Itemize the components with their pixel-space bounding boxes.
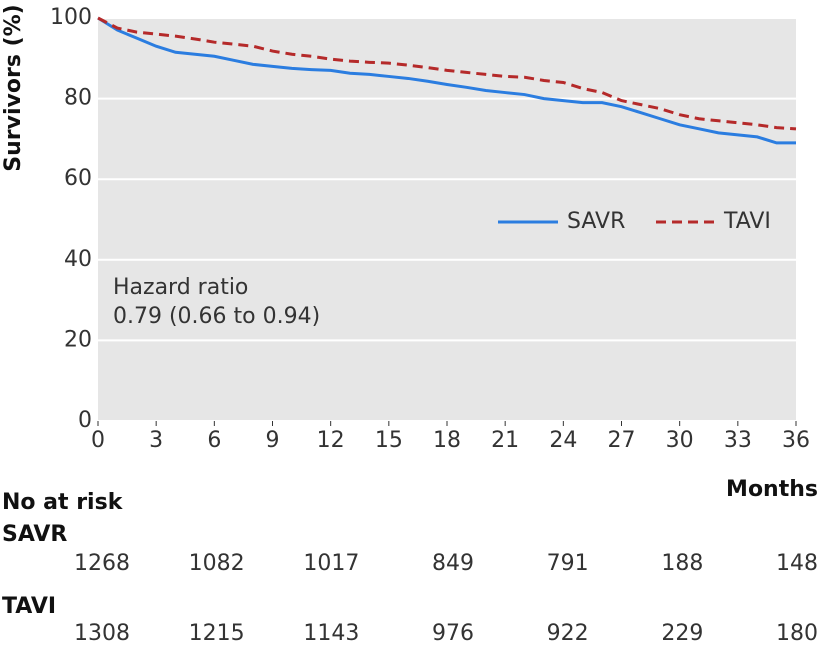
y-axis-label: Survivors (%): [1, 4, 26, 171]
annotation: 0.79 (0.66 to 0.94): [113, 304, 320, 329]
x-tick-label: 27: [608, 428, 636, 453]
risk-count: 1308: [74, 621, 130, 646]
x-tick-label: 21: [491, 428, 519, 453]
risk-count: 229: [661, 621, 703, 646]
plot-area: [98, 18, 796, 421]
risk-count: 1017: [303, 551, 359, 576]
y-tick-label: 100: [50, 5, 92, 30]
risk-count: 976: [432, 621, 474, 646]
risk-count: 1143: [303, 621, 359, 646]
y-tick-label: 80: [64, 86, 92, 111]
x-tick-label: 30: [666, 428, 694, 453]
risk-count: 180: [776, 621, 818, 646]
risk-count: 1268: [74, 551, 130, 576]
y-tick-label: 60: [64, 166, 92, 191]
annotation: Hazard ratio: [113, 275, 248, 300]
risk-row-name: SAVR: [2, 522, 67, 547]
series-line: [97, 16, 796, 145]
x-axis-label: Months: [726, 477, 818, 502]
y-tick-label: 0: [78, 408, 92, 433]
risk-table-title: No at risk: [2, 490, 124, 515]
x-tick-label: 9: [266, 428, 280, 453]
x-tick-label: 0: [91, 428, 105, 453]
x-tick-label: 12: [317, 428, 345, 453]
risk-row-name: TAVI: [2, 594, 56, 619]
risk-count: 148: [776, 551, 818, 576]
x-tick-label: 33: [724, 428, 752, 453]
legend-label: TAVI: [723, 209, 771, 234]
x-tick-label: 36: [782, 428, 810, 453]
risk-count: 1082: [189, 551, 245, 576]
x-tick-label: 6: [207, 428, 221, 453]
risk-count: 849: [432, 551, 474, 576]
risk-count: 188: [661, 551, 703, 576]
risk-count: 922: [547, 621, 589, 646]
legend-label: SAVR: [567, 209, 625, 234]
risk-count: 791: [547, 551, 589, 576]
y-tick-label: 40: [64, 247, 92, 272]
y-tick-label: 20: [64, 327, 92, 352]
x-tick-label: 18: [433, 428, 461, 453]
x-tick-label: 15: [375, 428, 403, 453]
series-line: [97, 16, 797, 131]
x-tick-label: 3: [149, 428, 163, 453]
risk-count: 1215: [189, 621, 245, 646]
x-tick-label: 24: [549, 428, 577, 453]
